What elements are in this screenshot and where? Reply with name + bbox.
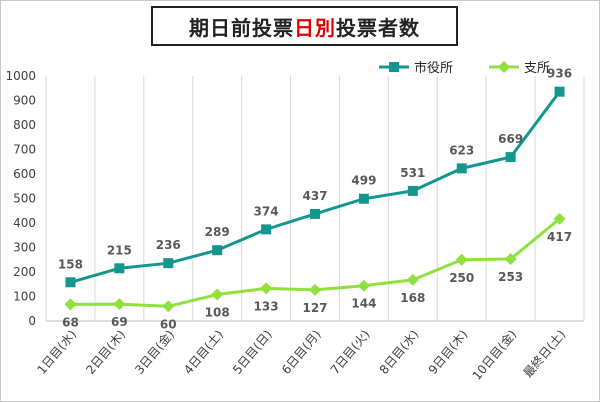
x-tick-label: 9日目(木): [426, 327, 471, 377]
data-label: 417: [547, 230, 572, 244]
data-point-marker: [504, 253, 517, 266]
y-tick-label: 100: [13, 290, 36, 304]
data-label: 669: [498, 132, 523, 146]
x-tick-label: 5日目(日): [230, 327, 275, 377]
data-label: 60: [160, 317, 177, 331]
data-label: 68: [62, 315, 79, 329]
y-tick-label: 200: [13, 265, 36, 279]
data-label: 374: [254, 204, 279, 218]
data-point-marker: [505, 152, 516, 163]
data-point-marker: [211, 288, 224, 301]
data-point-marker: [64, 298, 77, 311]
data-point-marker: [455, 253, 468, 266]
data-label: 253: [498, 270, 523, 284]
data-point-marker: [261, 224, 272, 235]
chart-title: 期日前投票 日別 投票者数: [151, 6, 458, 46]
y-tick-label: 800: [13, 118, 36, 132]
legend-label: 市役所: [414, 60, 453, 76]
legend-label: 支所: [524, 61, 550, 76]
y-tick-label: 900: [13, 94, 36, 108]
data-label: 127: [302, 301, 327, 315]
x-tick-label: 8日目(水): [377, 327, 422, 377]
y-tick-label: 500: [13, 192, 36, 206]
y-tick-label: 0: [28, 314, 36, 328]
data-point-marker: [113, 298, 126, 311]
x-tick-label: 4日目(土): [181, 327, 226, 377]
chart-title-highlight: 日別: [294, 15, 336, 40]
data-label: 133: [254, 299, 279, 313]
data-label: 69: [111, 315, 128, 329]
y-tick-label: 300: [13, 241, 36, 255]
data-point-marker: [260, 282, 273, 295]
x-tick-label: 2日目(木): [83, 327, 128, 377]
data-label: 499: [351, 174, 376, 188]
data-label: 531: [400, 166, 425, 180]
data-point-marker: [163, 258, 174, 269]
data-point-marker: [357, 279, 370, 292]
data-label: 437: [302, 189, 327, 203]
data-point-marker: [554, 86, 565, 97]
x-tick-label: 6日目(月): [279, 327, 324, 377]
data-label: 168: [400, 291, 425, 305]
data-label: 623: [449, 143, 474, 157]
x-tick-label: 10日目(金): [469, 327, 519, 383]
data-point-marker: [162, 300, 175, 313]
data-label: 250: [449, 271, 474, 285]
data-point-marker: [407, 185, 418, 196]
x-tick-label: 3日目(金): [131, 327, 177, 377]
data-label: 936: [547, 67, 572, 81]
legend-marker: [389, 62, 399, 72]
x-tick-label: 最終日(土): [520, 327, 568, 381]
chart-title-part1: 期日前投票: [189, 15, 294, 40]
data-label: 144: [351, 297, 376, 311]
data-point-marker: [212, 245, 223, 256]
chart-title-part2: 投票者数: [336, 15, 420, 40]
y-tick-label: 700: [13, 143, 36, 157]
y-tick-label: 1000: [5, 69, 36, 83]
data-label: 108: [205, 306, 230, 320]
data-point-marker: [553, 212, 566, 225]
data-point-marker: [456, 163, 467, 174]
data-point-marker: [358, 193, 369, 204]
data-label: 215: [107, 243, 132, 257]
data-label: 158: [58, 257, 83, 271]
data-label: 289: [205, 225, 230, 239]
data-point-marker: [65, 277, 76, 288]
y-tick-label: 600: [13, 167, 36, 181]
y-tick-label: 400: [13, 216, 36, 230]
data-point-marker: [114, 263, 125, 274]
data-point-marker: [406, 273, 419, 286]
data-label: 236: [156, 238, 181, 252]
data-point-marker: [310, 208, 320, 219]
legend-marker: [498, 61, 510, 73]
data-point-marker: [309, 283, 321, 296]
x-tick-label: 7日目(火): [328, 327, 373, 377]
x-tick-label: 1日目(水): [34, 327, 79, 377]
